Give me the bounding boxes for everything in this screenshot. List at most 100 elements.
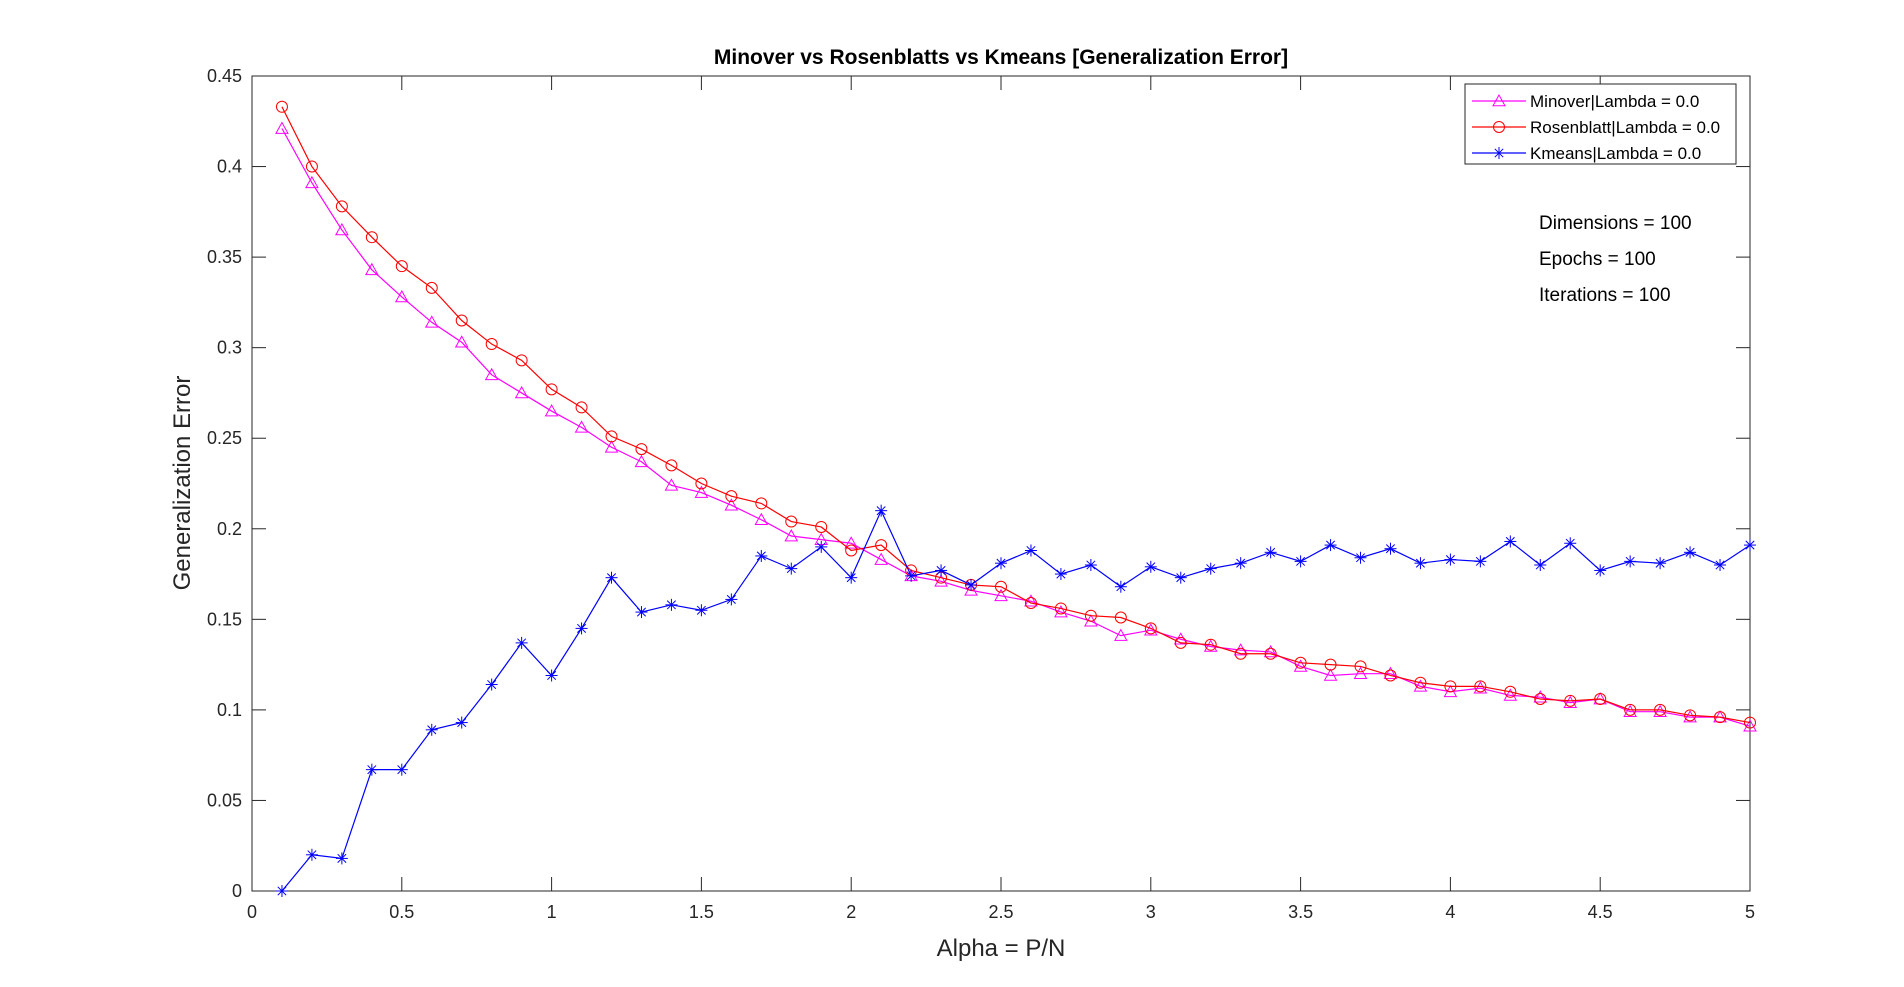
data-point-kmeans <box>275 885 288 897</box>
data-point-rosenblatt <box>305 160 318 173</box>
data-point-kmeans <box>1684 546 1697 559</box>
axes-box <box>251 75 1751 892</box>
legend-entry-rosenblatt[interactable]: Rosenblatt|Lambda = 0.0 <box>1472 118 1720 137</box>
data-point-rosenblatt <box>1654 703 1667 716</box>
data-point-kmeans <box>935 564 948 577</box>
data-point-rosenblatt <box>1384 669 1397 682</box>
data-point-rosenblatt <box>515 354 528 367</box>
x-tick-label: 3.5 <box>1288 902 1313 922</box>
data-point-rosenblatt <box>1624 703 1637 716</box>
data-point-kmeans <box>1234 557 1247 570</box>
data-point-kmeans <box>545 669 558 682</box>
data-point-kmeans <box>1204 562 1217 575</box>
x-axis: 0 0.5 1 1.5 2 2.5 3 3.5 4 4.5 5 <box>247 76 1755 922</box>
data-point-kmeans <box>695 604 708 617</box>
data-point-minover <box>1054 605 1068 618</box>
data-point-rosenblatt <box>1594 693 1607 706</box>
y-tick-label: 0.2 <box>217 519 242 539</box>
data-point-rosenblatt <box>485 338 498 351</box>
data-point-rosenblatt <box>1084 609 1097 622</box>
legend-marker <box>1493 147 1505 159</box>
legend-entry-minover[interactable]: Minover|Lambda = 0.0 <box>1472 92 1699 111</box>
x-tick-label: 1 <box>547 902 557 922</box>
legend-entry-kmeans[interactable]: Kmeans|Lambda = 0.0 <box>1472 144 1701 163</box>
data-point-minover <box>1683 710 1697 723</box>
data-point-rosenblatt <box>455 314 468 327</box>
y-tick-label: 0.1 <box>217 700 242 720</box>
data-point-rosenblatt <box>845 544 858 557</box>
annotation-dimensions: Dimensions = 100 <box>1539 213 1692 234</box>
data-point-rosenblatt <box>1144 622 1157 635</box>
data-point-kmeans <box>725 593 738 606</box>
data-point-kmeans <box>1144 560 1157 573</box>
data-point-kmeans <box>1624 555 1637 568</box>
data-point-minover <box>305 175 319 189</box>
data-point-rosenblatt <box>1174 636 1187 649</box>
data-point-rosenblatt <box>1234 647 1247 660</box>
data-point-kmeans <box>485 678 498 691</box>
data-point-minover <box>604 440 619 453</box>
data-point-minover <box>844 536 859 549</box>
data-point-rosenblatt <box>1324 658 1337 671</box>
data-point-kmeans <box>1654 557 1667 570</box>
y-tick-label: 0 <box>232 881 242 901</box>
data-point-kmeans <box>635 606 648 619</box>
data-point-minover <box>1473 681 1488 694</box>
data-point-minover <box>574 420 589 433</box>
data-point-kmeans <box>1504 535 1517 548</box>
data-point-rosenblatt <box>1474 680 1487 693</box>
data-point-rosenblatt <box>335 200 348 213</box>
data-point-rosenblatt <box>1504 685 1517 698</box>
legend[interactable]: Minover|Lambda = 0.0 Rosenblatt|Lambda = … <box>1464 83 1737 165</box>
data-point-kmeans <box>305 848 318 861</box>
data-point-kmeans <box>1564 537 1577 550</box>
data-point-kmeans <box>365 763 378 776</box>
data-point-minover <box>1413 679 1428 692</box>
data-point-kmeans <box>1054 568 1067 581</box>
data-point-rosenblatt <box>1714 711 1727 724</box>
data-point-kmeans <box>875 504 888 517</box>
data-point-rosenblatt <box>1564 694 1577 707</box>
data-point-rosenblatt <box>1024 597 1037 610</box>
x-axis-label: Alpha = P/N <box>937 935 1066 962</box>
data-point-kmeans <box>425 723 438 736</box>
data-point-rosenblatt <box>1294 656 1307 669</box>
annotation-epochs: Epochs = 100 <box>1539 249 1656 270</box>
data-point-kmeans <box>845 571 858 584</box>
data-point-minover <box>874 552 889 565</box>
data-point-minover <box>784 528 799 542</box>
data-point-rosenblatt <box>635 443 648 456</box>
data-point-rosenblatt <box>1414 676 1427 689</box>
data-point-kmeans <box>1084 559 1097 571</box>
x-tick-label: 3 <box>1146 902 1156 922</box>
annotation-iterations: Iterations = 100 <box>1539 285 1671 306</box>
data-point-kmeans <box>455 716 468 729</box>
data-point-rosenblatt <box>1534 693 1547 706</box>
data-point-minover <box>364 262 379 276</box>
data-point-minover <box>544 404 559 417</box>
data-point-rosenblatt <box>1204 638 1217 651</box>
y-tick-label: 0.4 <box>217 157 242 177</box>
data-point-kmeans <box>1354 551 1367 564</box>
data-point-rosenblatt <box>995 580 1007 593</box>
data-point-minover <box>694 485 709 498</box>
data-point-minover <box>724 498 739 511</box>
data-point-minover <box>1563 695 1578 708</box>
data-point-minover <box>664 478 679 491</box>
data-point-kmeans <box>1594 564 1607 577</box>
data-point-kmeans <box>815 540 828 553</box>
data-point-minover <box>514 385 529 399</box>
data-point-kmeans <box>1744 539 1756 552</box>
data-point-kmeans <box>515 636 528 649</box>
data-point-kmeans <box>995 557 1007 570</box>
data-point-minover <box>1024 594 1038 607</box>
x-tick-label: 4.5 <box>1588 902 1613 922</box>
data-point-minover <box>484 367 499 381</box>
data-point-minover <box>424 315 439 328</box>
data-point-rosenblatt <box>755 497 768 510</box>
data-point-kmeans <box>1474 555 1487 568</box>
data-point-rosenblatt <box>1264 647 1277 660</box>
data-point-minover <box>1653 704 1667 717</box>
